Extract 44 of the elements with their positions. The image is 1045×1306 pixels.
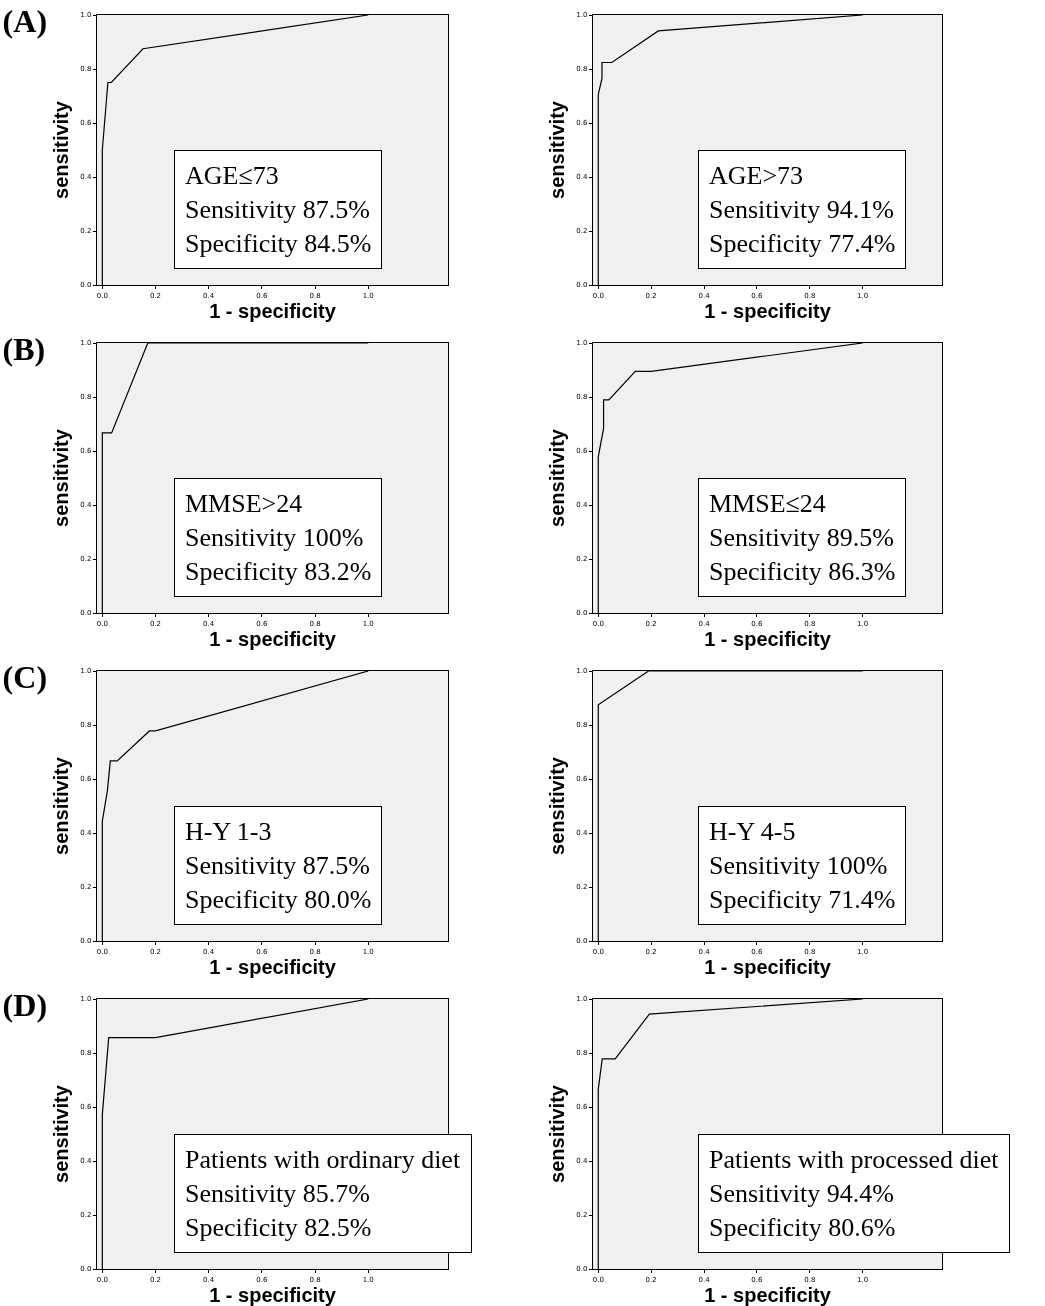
annotation: Sensitivity 94.1%	[709, 194, 894, 224]
x-axis-title: 1 - specificity	[704, 955, 832, 978]
y-axis-title: sensitivity	[545, 1084, 568, 1183]
y-axis-title: sensitivity	[49, 100, 72, 199]
y-axis-title: sensitivity	[49, 1084, 72, 1183]
annotation: Patients with ordinary diet	[185, 1145, 461, 1174]
annotation: MMSE≤24	[709, 489, 826, 518]
annotation: MMSE>24	[185, 489, 303, 518]
annotation: Sensitivity 87.5%	[185, 850, 370, 880]
x-axis-title: 1 - specificity	[704, 627, 832, 650]
y-axis-title: sensitivity	[49, 428, 72, 527]
annotation: Sensitivity 100%	[709, 850, 888, 880]
annotation: Specificity 83.2%	[185, 556, 372, 586]
annotation: Patients with processed diet	[709, 1145, 1000, 1174]
annotation: Specificity 71.4%	[709, 884, 896, 914]
annotation: Specificity 86.3%	[709, 556, 896, 586]
annotation: H-Y 4-5	[709, 817, 796, 846]
y-axis-title: sensitivity	[545, 756, 568, 855]
annotation: Specificity 82.5%	[185, 1212, 372, 1242]
y-axis-title: sensitivity	[545, 428, 568, 527]
annotation: Specificity 77.4%	[709, 228, 896, 258]
annotation: AGE>73	[709, 161, 804, 190]
annotation: AGE≤73	[185, 161, 279, 190]
y-axis-title: sensitivity	[49, 756, 72, 855]
chart-title: (D)	[2, 987, 48, 1024]
annotation: Sensitivity 89.5%	[709, 522, 894, 552]
x-axis-title: 1 - specificity	[704, 1283, 832, 1306]
annotation: Sensitivity 87.5%	[185, 194, 370, 224]
annotation: Sensitivity 100%	[185, 522, 364, 552]
annotation: Specificity 80.0%	[185, 884, 372, 914]
x-axis-title: 1 - specificity	[209, 627, 337, 650]
annotation: H-Y 1-3	[185, 817, 272, 846]
x-axis-title: 1 - specificity	[704, 299, 832, 322]
chart-title: (C)	[2, 659, 48, 696]
chart-title: (A)	[2, 3, 48, 40]
y-axis-title: sensitivity	[545, 100, 568, 199]
annotation: Sensitivity 94.4%	[709, 1178, 894, 1208]
x-axis-title: 1 - specificity	[209, 955, 337, 978]
x-axis-title: 1 - specificity	[209, 299, 337, 322]
annotation: Specificity 84.5%	[185, 228, 372, 258]
x-axis-title: 1 - specificity	[209, 1283, 337, 1306]
annotation: Specificity 80.6%	[709, 1212, 896, 1242]
annotation: Sensitivity 85.7%	[185, 1178, 370, 1208]
chart-title: (B)	[2, 331, 46, 368]
